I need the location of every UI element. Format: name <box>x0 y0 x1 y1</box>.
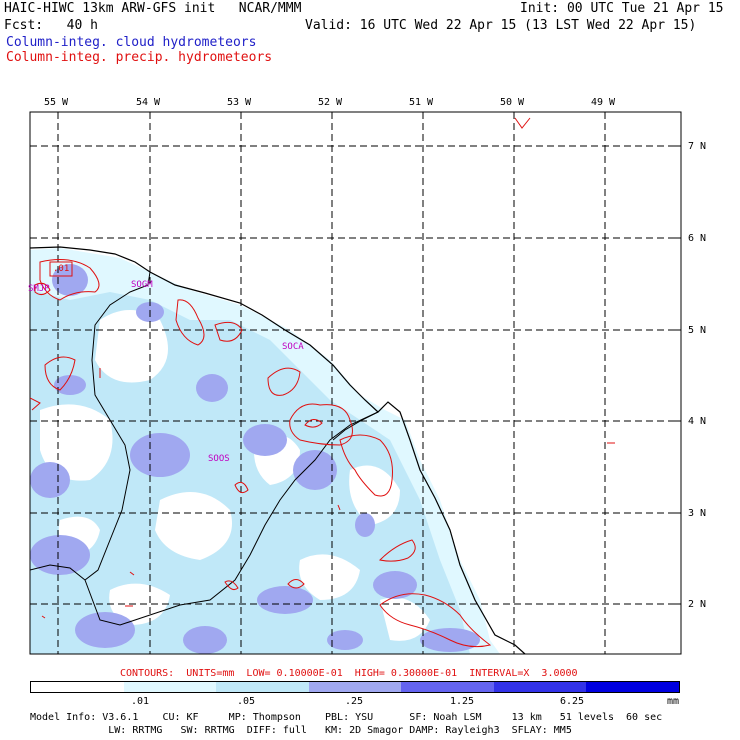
model-info-line1: Model Info: V3.6.1 CU: KF MP: Thompson P… <box>30 712 663 723</box>
colorbar-tick: 1.25 <box>450 696 475 707</box>
latlon-grid <box>30 112 681 654</box>
lon-label: 55 W <box>44 97 69 108</box>
lon-label: 51 W <box>409 97 434 108</box>
station-label: SMJP <box>28 284 50 294</box>
lon-label: 53 W <box>227 97 252 108</box>
colorbar-bin <box>493 682 587 692</box>
model-title: HAIC-HIWC 13km ARW-GFS init NCAR/MMM <box>4 1 302 16</box>
lon-label: 54 W <box>136 97 161 108</box>
lat-label: 2 N <box>688 599 707 610</box>
field-precip-title: Column-integ. precip. hydrometeors <box>6 50 273 65</box>
colorbar-bin <box>401 682 494 692</box>
colorbar-tick: .25 <box>345 696 364 707</box>
cloud-hole <box>155 492 232 560</box>
map-frame <box>29 111 682 655</box>
colorbar-bin <box>123 682 217 692</box>
lon-label: 49 W <box>591 97 616 108</box>
colorbar-bin <box>308 682 402 692</box>
colorbar-bin <box>586 682 680 692</box>
init-time: Init: 00 UTC Tue 21 Apr 15 <box>520 1 724 16</box>
frame-ticks <box>57 112 681 605</box>
colorbar-unit: mm <box>667 696 680 707</box>
lon-label: 52 W <box>318 97 343 108</box>
cloud-field <box>30 248 500 654</box>
colorbar-bin <box>31 682 124 692</box>
station-label: SOCA <box>282 342 304 352</box>
coastline <box>30 246 526 654</box>
lat-label: 4 N <box>688 416 707 427</box>
colorbar-tick: .01 <box>131 696 150 707</box>
station-label: SOOS <box>208 454 230 464</box>
lat-label: 5 N <box>688 325 707 336</box>
colorbar-bin <box>216 682 309 692</box>
cloud-hole <box>380 597 430 641</box>
cloud-hole <box>109 583 170 625</box>
lat-label: 7 N <box>688 141 707 152</box>
forecast-hour: Fcst: 40 h <box>4 18 98 33</box>
lat-label: 6 N <box>688 233 707 244</box>
colorbar-tick: 6.25 <box>560 696 585 707</box>
station-label: SOGM <box>131 280 153 290</box>
field-cloud-title: Column-integ. cloud hydrometeors <box>6 35 257 50</box>
lon-label: 50 W <box>500 97 525 108</box>
colorbar <box>30 681 680 693</box>
contour-label: .01 <box>53 264 70 274</box>
model-info-line2: LW: RRTMG SW: RRTMG DIFF: full KM: 2D Sm… <box>30 725 572 736</box>
valid-time: Valid: 16 UTC Wed 22 Apr 15 (13 LST Wed … <box>305 18 697 33</box>
precip-contours <box>30 117 615 648</box>
lat-label: 3 N <box>688 508 707 519</box>
country-borders <box>30 271 379 626</box>
contour-info: CONTOURS: UNITS=mm LOW= 0.10000E-01 HIGH… <box>120 668 578 679</box>
cloud-hole <box>299 554 360 600</box>
cloud-hole <box>95 310 168 383</box>
colorbar-tick: .05 <box>237 696 256 707</box>
